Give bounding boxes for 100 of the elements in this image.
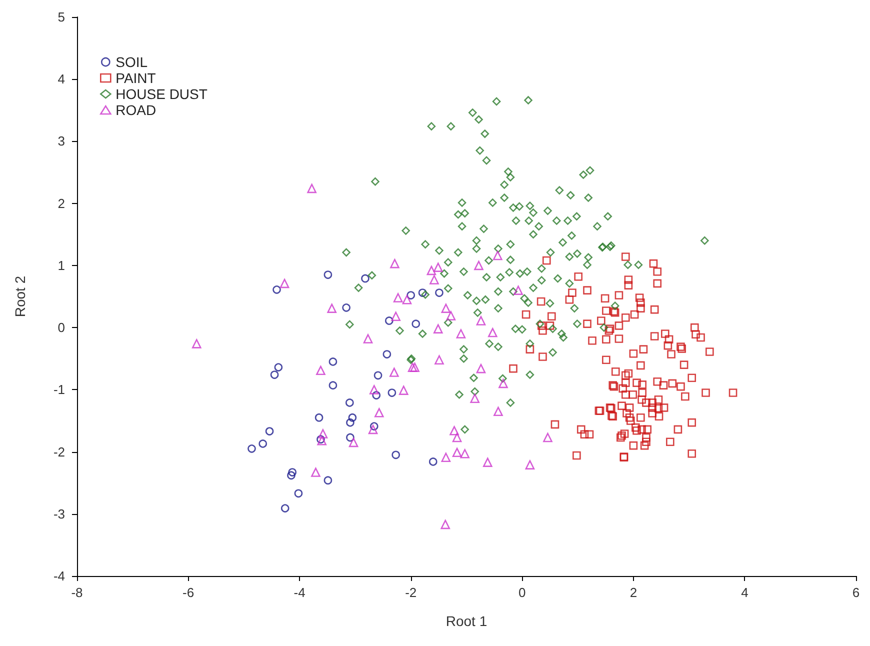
point bbox=[391, 312, 400, 322]
point bbox=[402, 294, 412, 304]
point bbox=[494, 406, 503, 416]
point bbox=[324, 270, 332, 279]
x-tick-label: 6 bbox=[852, 585, 860, 600]
point bbox=[307, 184, 316, 194]
point bbox=[311, 468, 320, 477]
point bbox=[392, 450, 400, 460]
point bbox=[248, 444, 256, 453]
point bbox=[476, 316, 486, 326]
point bbox=[274, 363, 283, 372]
point bbox=[272, 286, 281, 294]
point bbox=[385, 316, 394, 325]
point bbox=[428, 458, 438, 466]
y-tick-label: 3 bbox=[58, 134, 65, 149]
x-tick-label: -8 bbox=[71, 585, 83, 600]
point bbox=[441, 304, 451, 313]
legend-label: PAINT bbox=[116, 70, 156, 86]
x-tick-label: -6 bbox=[182, 585, 194, 600]
point bbox=[390, 368, 399, 377]
point bbox=[368, 424, 378, 434]
point bbox=[433, 262, 443, 272]
point bbox=[370, 422, 378, 430]
x-tick-label: 0 bbox=[518, 585, 526, 600]
point bbox=[270, 370, 279, 379]
point bbox=[342, 304, 350, 312]
point bbox=[474, 260, 484, 270]
point bbox=[433, 324, 443, 334]
point bbox=[280, 504, 290, 512]
point bbox=[287, 471, 296, 480]
point bbox=[265, 427, 274, 436]
y-tick-label: 4 bbox=[58, 72, 65, 87]
y-tick-label: -3 bbox=[53, 506, 65, 522]
point bbox=[346, 418, 354, 427]
y-tick-label: -2 bbox=[53, 444, 65, 460]
point bbox=[460, 448, 470, 458]
point bbox=[390, 258, 400, 268]
x-axis-title: Root 1 bbox=[446, 613, 488, 629]
point bbox=[324, 476, 332, 484]
point bbox=[543, 432, 552, 442]
point bbox=[446, 311, 456, 320]
point bbox=[328, 358, 338, 366]
point bbox=[452, 448, 462, 458]
point bbox=[393, 293, 403, 302]
point bbox=[318, 429, 328, 438]
point bbox=[280, 278, 290, 288]
point bbox=[452, 432, 462, 442]
y-tick-label: 0 bbox=[58, 320, 65, 336]
point bbox=[525, 460, 535, 470]
legend-label: HOUSE DUST bbox=[116, 86, 208, 102]
point bbox=[406, 291, 416, 300]
point bbox=[314, 413, 324, 422]
point bbox=[398, 386, 408, 395]
point bbox=[388, 388, 396, 397]
y-tick-label: 1 bbox=[58, 258, 65, 273]
point bbox=[430, 275, 439, 284]
point bbox=[374, 408, 384, 418]
point bbox=[363, 334, 373, 344]
point bbox=[470, 394, 480, 404]
x-tick-label: -4 bbox=[294, 585, 306, 600]
point bbox=[412, 320, 420, 328]
point bbox=[408, 362, 418, 372]
point bbox=[435, 288, 444, 297]
y-tick-label: -1 bbox=[53, 382, 65, 398]
point bbox=[192, 339, 202, 348]
point bbox=[382, 350, 392, 358]
point bbox=[346, 433, 354, 442]
point bbox=[369, 385, 379, 394]
point bbox=[294, 489, 303, 498]
point bbox=[450, 426, 459, 436]
x-tick-label: 2 bbox=[630, 585, 638, 600]
point bbox=[327, 304, 336, 313]
point bbox=[346, 398, 354, 407]
point bbox=[348, 413, 357, 422]
point bbox=[434, 355, 444, 365]
point bbox=[426, 266, 436, 276]
point bbox=[440, 520, 450, 530]
point bbox=[361, 274, 370, 283]
point bbox=[441, 452, 451, 462]
point bbox=[476, 364, 486, 374]
point bbox=[482, 458, 492, 467]
point bbox=[328, 381, 338, 390]
y-tick-label: -4 bbox=[53, 568, 65, 584]
y-tick-label: 2 bbox=[58, 196, 65, 211]
x-tick-label: -2 bbox=[405, 585, 417, 600]
point bbox=[493, 250, 502, 260]
x-tick-label: 4 bbox=[741, 585, 748, 600]
point bbox=[488, 328, 498, 338]
point bbox=[288, 468, 296, 476]
legend-label: ROAD bbox=[116, 102, 156, 118]
point bbox=[418, 288, 427, 297]
point bbox=[258, 440, 267, 448]
point bbox=[348, 438, 358, 448]
point bbox=[456, 329, 466, 338]
point bbox=[316, 366, 326, 376]
point bbox=[374, 371, 382, 380]
y-axis-title: Root 2 bbox=[12, 276, 28, 318]
point bbox=[372, 391, 381, 400]
y-tick-label: 5 bbox=[58, 10, 65, 24]
point bbox=[410, 362, 420, 372]
